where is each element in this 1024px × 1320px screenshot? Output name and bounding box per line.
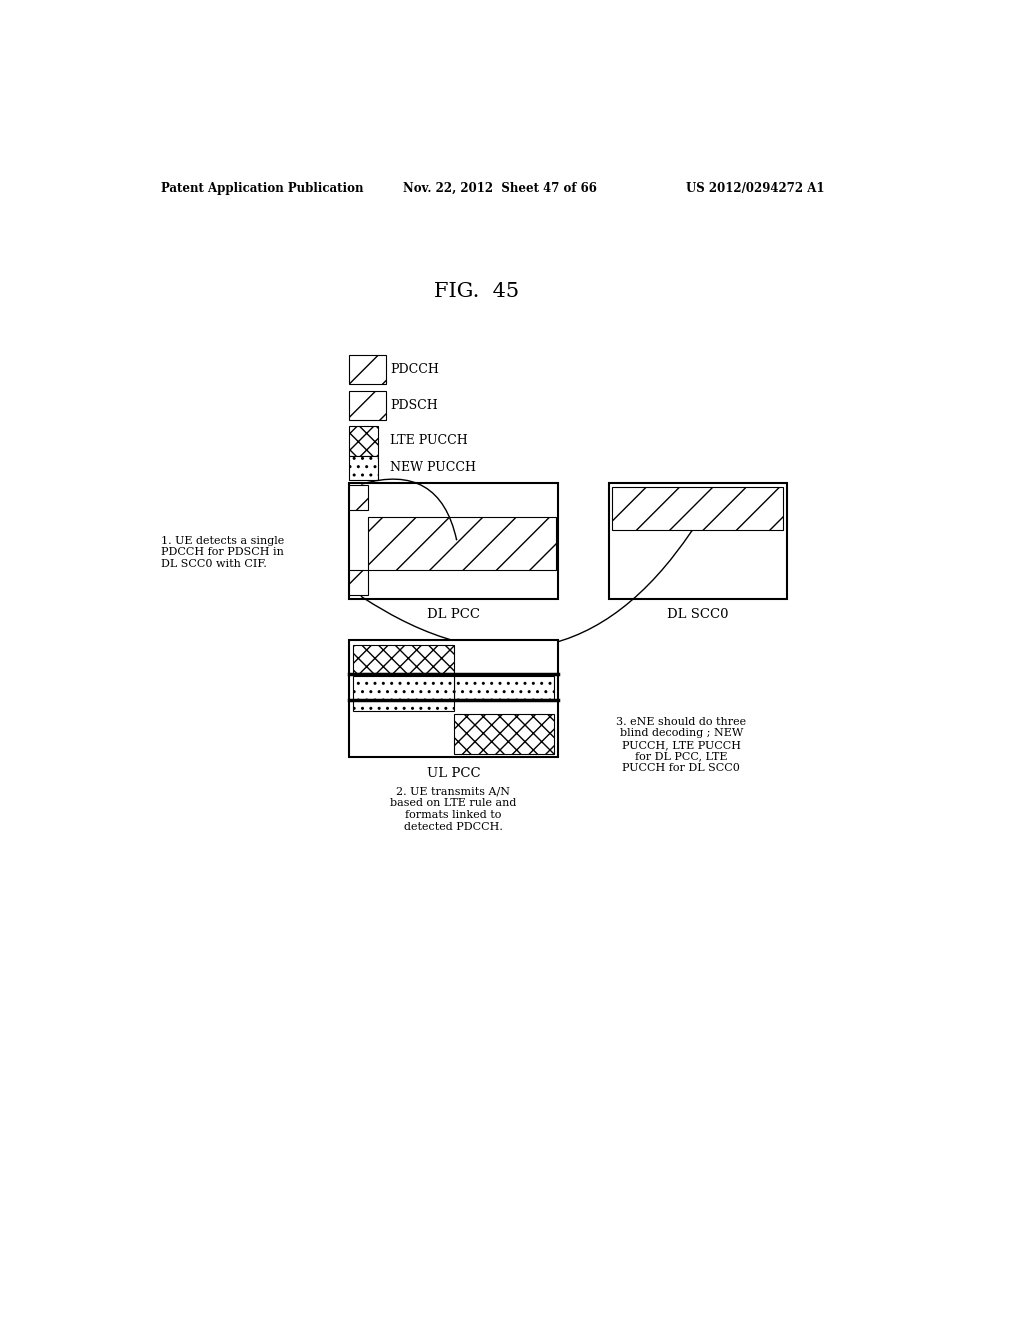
Text: 3. eNE should do three
blind decoding ; NEW
PUCCH, LTE PUCCH
for DL PCC, LTE
PUC: 3. eNE should do three blind decoding ; … — [616, 717, 746, 774]
Bar — [454, 714, 554, 754]
Text: 2. UE transmits A/N
based on LTE rule and
formats linked to
detected PDCCH.: 2. UE transmits A/N based on LTE rule an… — [390, 787, 517, 832]
Bar — [352, 676, 454, 711]
Bar — [454, 676, 554, 700]
Text: US 2012/0294272 A1: US 2012/0294272 A1 — [686, 182, 824, 194]
Text: 1. UE detects a single
PDCCH for PDSCH in
DL SCC0 with CIF.: 1. UE detects a single PDCCH for PDSCH i… — [161, 536, 284, 569]
Bar — [349, 426, 378, 455]
Bar — [349, 355, 386, 384]
Text: DL SCC0: DL SCC0 — [667, 609, 728, 622]
Bar — [349, 391, 386, 420]
Bar — [349, 483, 558, 599]
Text: DL PCC: DL PCC — [427, 609, 480, 622]
Bar — [608, 483, 786, 599]
Bar — [612, 487, 783, 529]
Bar — [349, 484, 369, 511]
FancyArrowPatch shape — [361, 479, 457, 540]
Text: PDCCH: PDCCH — [390, 363, 439, 376]
Bar — [352, 645, 454, 673]
Text: PDSCH: PDSCH — [390, 399, 437, 412]
Text: NEW PUCCH: NEW PUCCH — [390, 462, 476, 474]
Text: LTE PUCCH: LTE PUCCH — [390, 434, 468, 447]
Bar — [349, 455, 378, 480]
Text: Nov. 22, 2012  Sheet 47 of 66: Nov. 22, 2012 Sheet 47 of 66 — [403, 182, 597, 194]
Bar — [349, 640, 558, 758]
Text: Patent Application Publication: Patent Application Publication — [161, 182, 364, 194]
FancyArrowPatch shape — [361, 531, 691, 648]
Bar — [369, 517, 556, 570]
Bar — [349, 570, 369, 595]
Text: UL PCC: UL PCC — [427, 767, 480, 780]
Text: FIG.  45: FIG. 45 — [434, 281, 519, 301]
